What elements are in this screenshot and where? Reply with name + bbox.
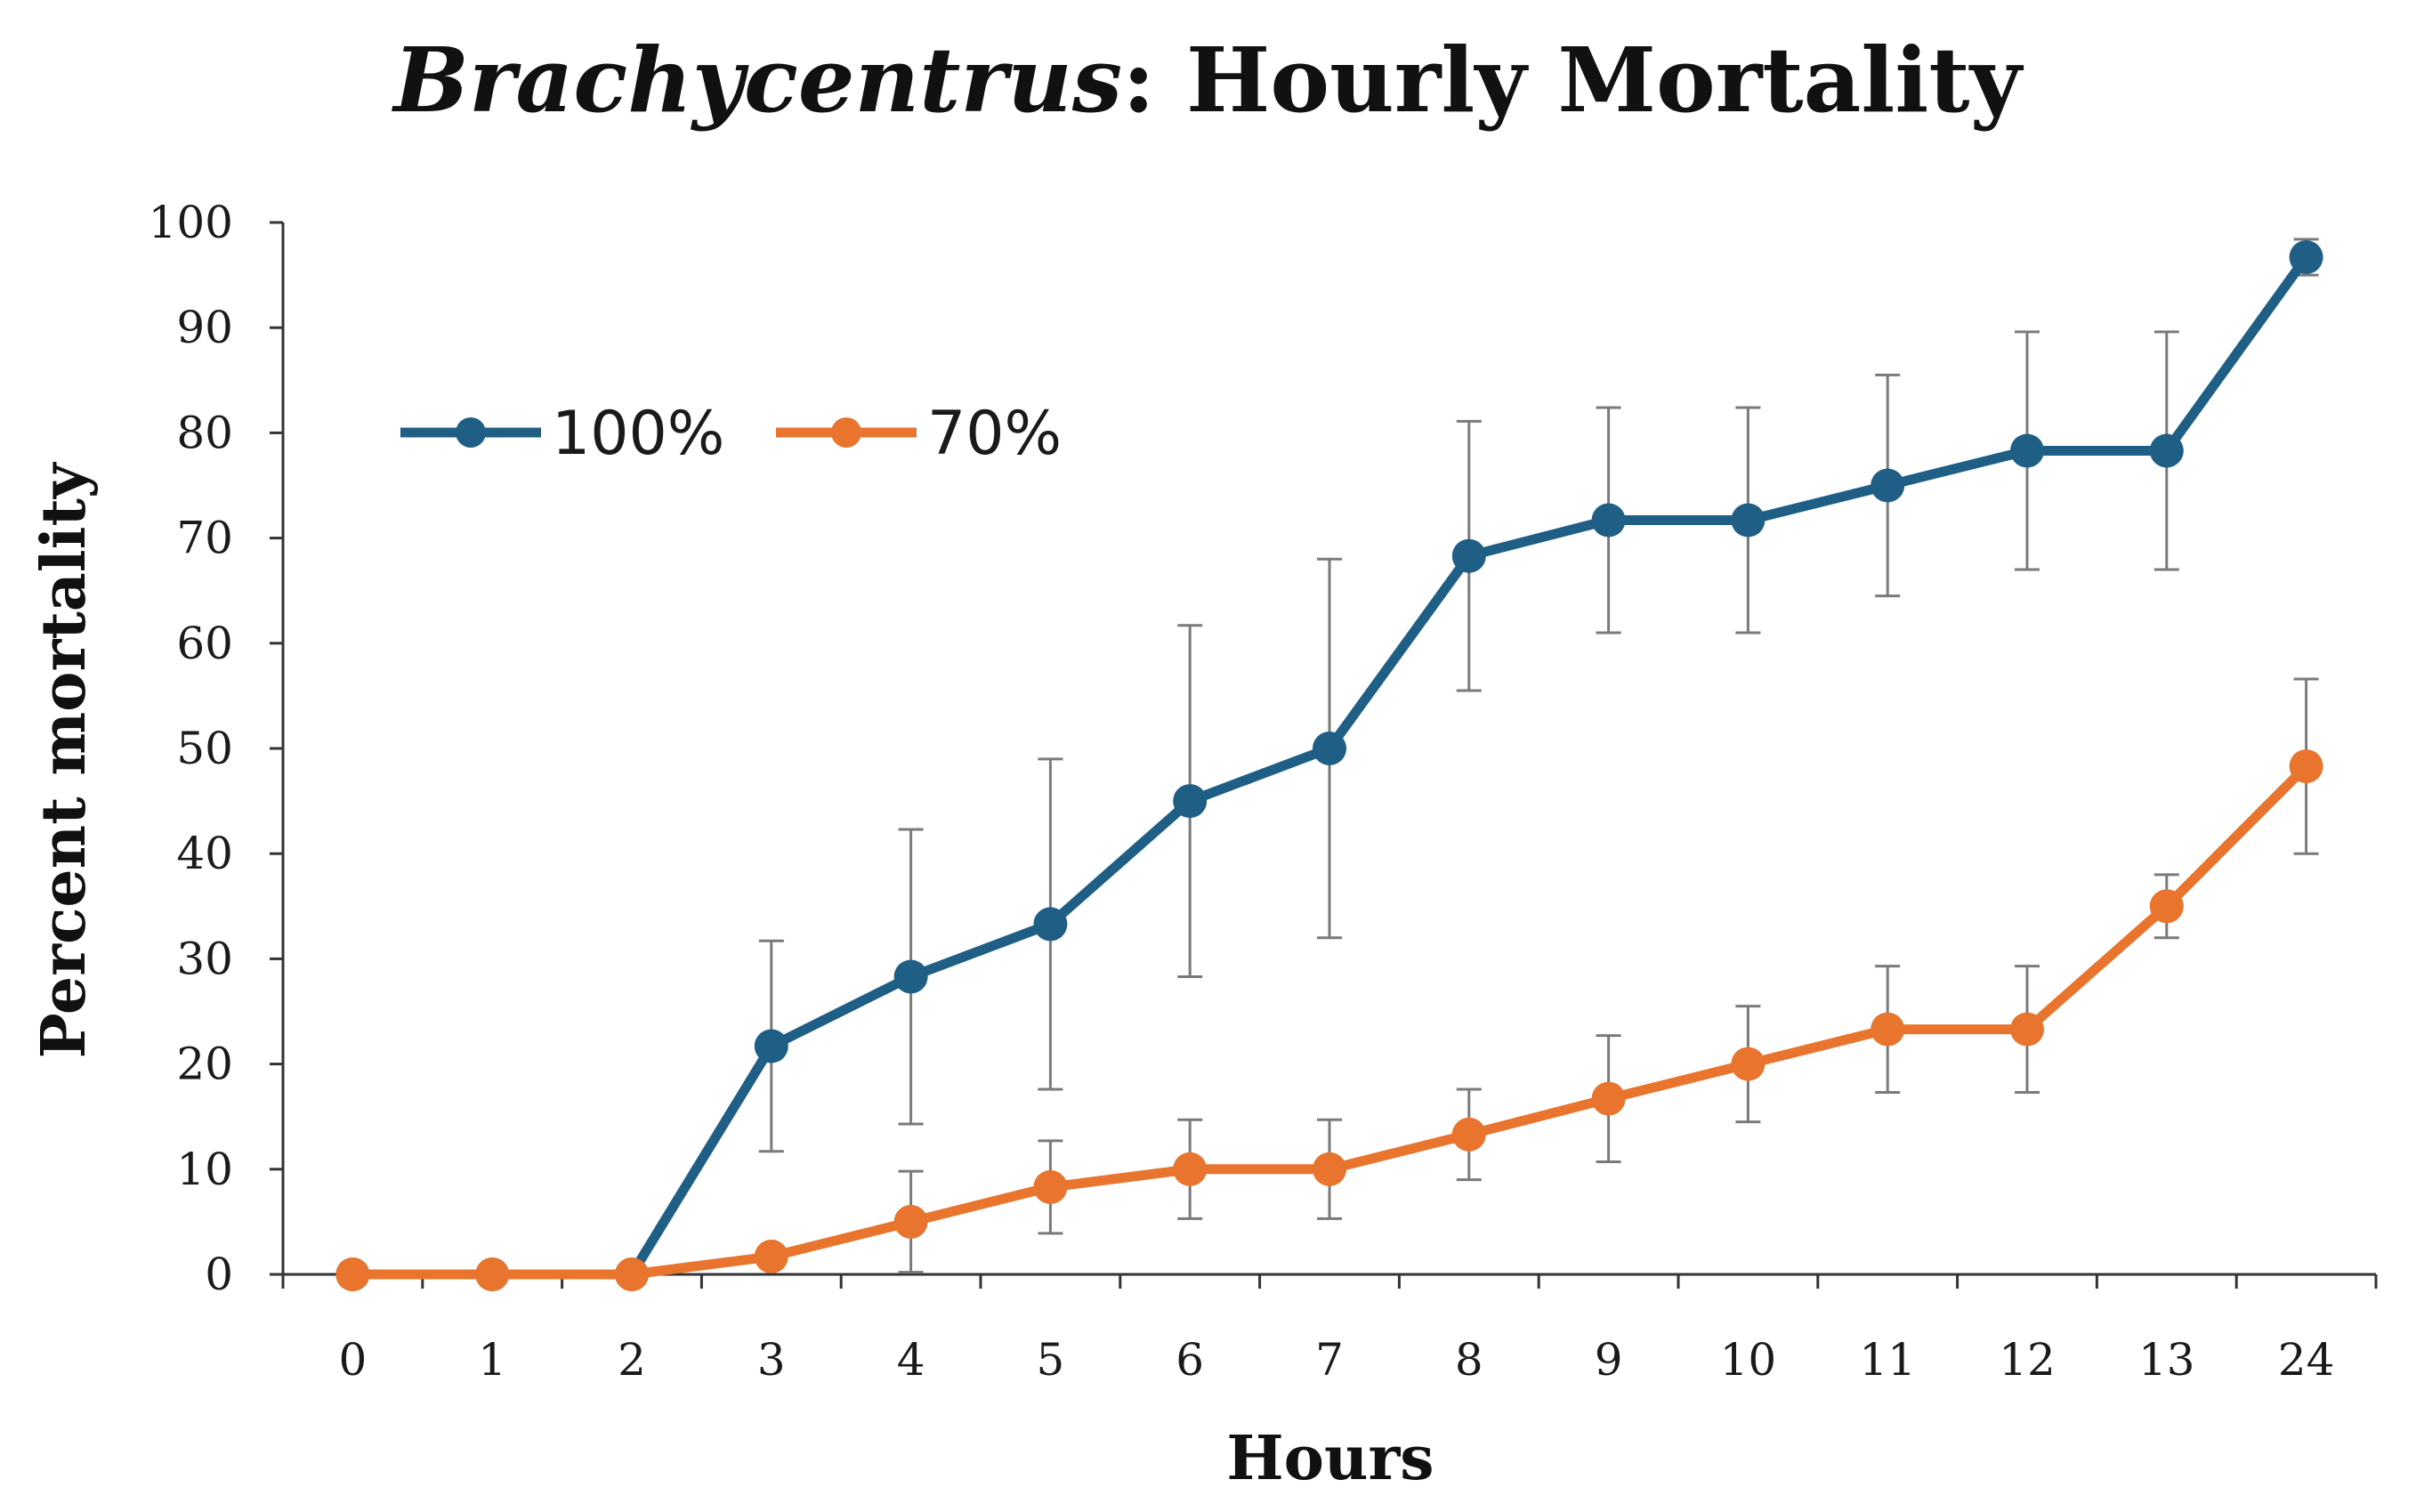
data-point <box>335 1257 370 1291</box>
x-tick-label: 3 <box>757 1334 786 1386</box>
x-tick-label: 12 <box>1999 1334 2056 1386</box>
series-layer <box>335 238 2323 1291</box>
data-point <box>754 1029 788 1063</box>
y-tick-label: 60 <box>176 618 233 669</box>
data-point <box>1033 1169 1068 1204</box>
data-point <box>2289 749 2323 784</box>
chart-title-italic: Brachycentrus <box>391 28 1122 133</box>
y-tick-label: 30 <box>176 933 233 984</box>
x-tick-label: 24 <box>2278 1334 2335 1386</box>
y-tick-label: 40 <box>176 828 233 879</box>
data-point <box>475 1257 510 1291</box>
data-point <box>1591 1081 1626 1116</box>
error-bars <box>758 238 2319 1153</box>
data-point <box>893 959 928 994</box>
data-point <box>2149 889 2184 924</box>
data-point <box>2010 1012 2044 1047</box>
y-tick-label: 90 <box>176 302 233 353</box>
y-tick-label: 0 <box>205 1249 233 1300</box>
data-point <box>1871 1012 1905 1047</box>
data-point <box>1033 907 1068 942</box>
x-tick-label: 0 <box>338 1334 367 1386</box>
data-point <box>1173 1152 1208 1186</box>
data-point <box>1871 468 1905 503</box>
x-tick-label: 11 <box>1859 1334 1916 1386</box>
data-point <box>893 1204 928 1239</box>
x-tick-label: 10 <box>1720 1334 1777 1386</box>
data-point <box>1731 503 1766 538</box>
data-point <box>1451 1117 1486 1152</box>
y-axis-title: Percent mortality <box>28 461 100 1058</box>
data-point <box>2010 433 2044 468</box>
x-tick-label: 5 <box>1036 1334 1064 1386</box>
chart-title: Brachycentrus: Hourly Mortality <box>391 28 2024 133</box>
data-point <box>1313 732 1346 765</box>
x-tick-label: 6 <box>1176 1334 1204 1386</box>
data-point <box>1591 503 1626 538</box>
legend: 100% 70% <box>400 399 1062 469</box>
data-point <box>2149 433 2184 468</box>
x-tick-label: 7 <box>1315 1334 1344 1386</box>
legend-marker-70 <box>831 417 861 448</box>
x-tick-label: 9 <box>1595 1334 1623 1386</box>
x-tick-label: 13 <box>2138 1334 2195 1386</box>
x-tick-label: 2 <box>618 1334 646 1386</box>
y-tick-label: 70 <box>176 513 233 564</box>
data-point <box>754 1239 788 1273</box>
data-point <box>1313 1152 1346 1186</box>
legend-marker-100 <box>456 417 486 448</box>
y-tick-label: 10 <box>176 1144 233 1195</box>
data-point <box>1173 784 1208 819</box>
chart-title-rest: : Hourly Mortality <box>1122 28 2024 133</box>
legend-label-70: 70% <box>927 399 1062 469</box>
legend-label-100: 100% <box>552 399 724 469</box>
y-tick-label: 50 <box>176 723 233 774</box>
data-point <box>2289 240 2323 275</box>
y-tick-label: 80 <box>176 407 233 458</box>
y-axis-ticks: 0 10 20 30 40 50 60 70 80 90 100 <box>149 197 283 1300</box>
x-axis-title: Hours <box>1226 1423 1434 1494</box>
data-point <box>615 1257 649 1291</box>
x-tick-label: 8 <box>1455 1334 1483 1386</box>
x-tick-label: 4 <box>897 1334 925 1386</box>
y-tick-label: 20 <box>176 1039 233 1090</box>
data-point <box>1731 1047 1766 1081</box>
y-tick-label: 100 <box>149 197 233 248</box>
x-tick-label: 1 <box>478 1334 506 1386</box>
data-point <box>1451 538 1486 573</box>
series-1 <box>335 677 2323 1291</box>
x-axis-ticks: 0 1 2 3 4 5 6 7 8 9 10 11 12 13 24 <box>281 1274 2378 1386</box>
